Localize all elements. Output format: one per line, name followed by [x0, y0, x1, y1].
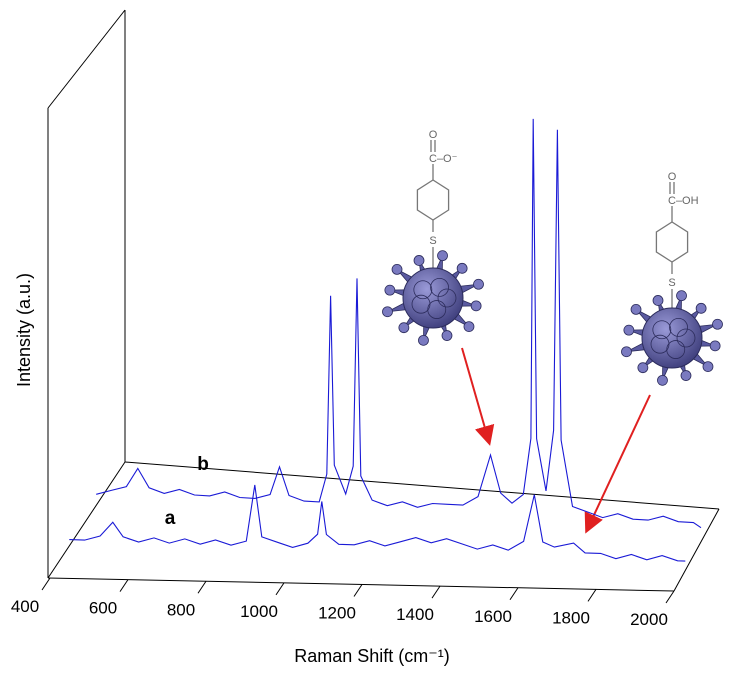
wall-edge: [47, 9, 126, 109]
bump: [411, 294, 431, 314]
spike-tip: [463, 321, 475, 333]
benzene-ring: [416, 179, 450, 221]
spectrum-line: [96, 118, 702, 529]
x-axis: [47, 577, 675, 592]
spike-tip: [657, 374, 668, 386]
spike-tip: [637, 362, 649, 374]
atom-label: O: [429, 129, 438, 141]
x-tick: [431, 585, 441, 599]
spectrum-line: [69, 484, 686, 562]
spike-tip: [680, 370, 692, 381]
spike-tip: [621, 346, 632, 358]
spike-tip: [441, 330, 453, 341]
spike-tip: [630, 303, 642, 315]
x-tick: [197, 580, 207, 594]
group-label: C–O⁻: [429, 153, 458, 165]
x-tick: [509, 587, 519, 601]
x-tick: [41, 577, 51, 591]
spike-tip: [709, 340, 721, 352]
series-label: a: [165, 508, 176, 529]
spike-tip: [418, 334, 429, 346]
bump: [650, 334, 670, 354]
spike-tip: [391, 263, 403, 275]
bump: [413, 280, 433, 300]
floor-edge: [124, 461, 720, 510]
spike-tip: [384, 284, 396, 296]
spike-tip: [623, 324, 635, 336]
x-tick-label: 400: [11, 597, 39, 616]
benzene-ring: [655, 221, 689, 263]
x-tick-label: 1200: [318, 604, 356, 623]
series-label: b: [197, 454, 209, 475]
bump: [652, 320, 672, 340]
spike-tip: [702, 361, 714, 373]
x-tick-label: 600: [89, 599, 117, 618]
spike-tip: [712, 318, 723, 330]
x-tick: [587, 589, 597, 602]
particle: [402, 267, 464, 329]
bump: [430, 277, 449, 297]
spike-tip: [676, 290, 687, 302]
spike-tip: [382, 306, 393, 318]
molecules: O C–O⁻ S O C–OH S: [382, 129, 723, 534]
pointer-arrow: [461, 347, 495, 446]
atom-label: S: [668, 277, 675, 289]
bump: [437, 288, 457, 308]
x-tick: [275, 582, 285, 596]
spike-tip: [470, 300, 482, 312]
atom-label: S: [429, 235, 436, 247]
spike-tip: [473, 278, 484, 290]
spike-tip: [398, 322, 410, 334]
atom-label: O: [668, 171, 677, 183]
frame: [47, 9, 720, 592]
spike-tip: [437, 250, 448, 262]
x-tick-label: 1600: [474, 607, 512, 626]
x-tick-label: 1800: [552, 608, 590, 627]
spike-tip: [695, 302, 707, 314]
pointer-arrow: [584, 394, 651, 534]
particle: [641, 307, 703, 369]
group-label: C–OH: [668, 195, 699, 207]
x-tick-label: 800: [167, 600, 195, 619]
bump: [676, 328, 696, 348]
bump: [669, 317, 688, 337]
x-axis-label: Raman Shift (cm⁻¹): [294, 646, 450, 666]
x-tick-label: 1000: [240, 602, 278, 621]
x-tick: [119, 579, 129, 592]
floor-edge: [47, 461, 126, 579]
x-tick: [353, 584, 363, 597]
y-axis-label: Intensity (a.u.): [14, 273, 34, 387]
floor-edge: [673, 508, 720, 592]
spike-tip: [413, 255, 425, 266]
x-tick-label: 2000: [630, 610, 668, 629]
x-tick: [665, 590, 675, 604]
x-tick-label: 1400: [396, 605, 434, 624]
spike-tip: [456, 262, 468, 274]
spike-tip: [652, 295, 664, 306]
